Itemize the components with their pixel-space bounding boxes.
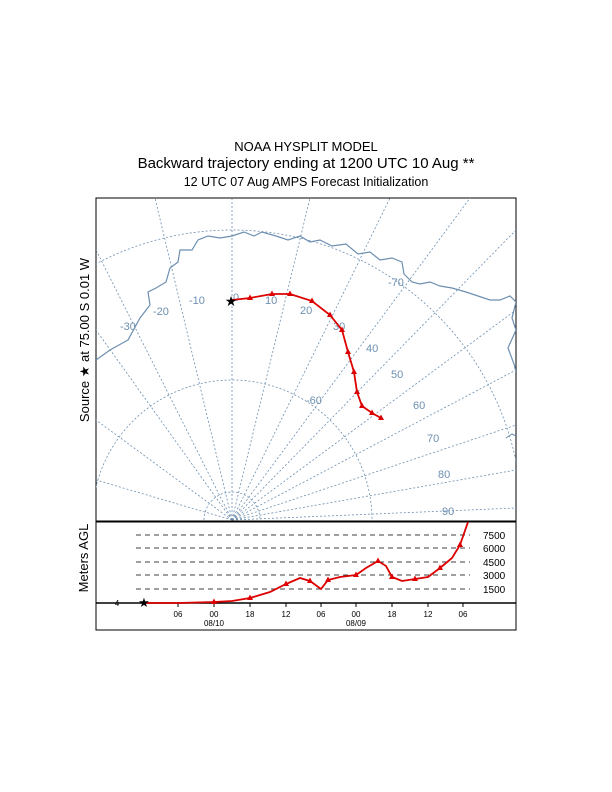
lat-label: 80	[438, 469, 450, 481]
map-degree-labels: -30 -20 -10 0 10 20 30 -70 40 50 -60 60 …	[120, 277, 454, 518]
source-star-icon: ★	[138, 595, 150, 610]
trajectory-marker	[351, 368, 357, 374]
height-level-label: 4500	[483, 558, 506, 569]
time-tick-label: 06	[459, 610, 468, 619]
trajectory-marker	[437, 564, 443, 570]
trajectory-marker	[345, 348, 351, 354]
trajectory-marker	[283, 580, 289, 586]
lat-label: 70	[427, 433, 439, 445]
height-reference-lines	[136, 534, 470, 590]
lat-label: -70	[388, 277, 404, 289]
date-label: 08/10	[204, 619, 225, 628]
lon-label: -10	[189, 295, 205, 307]
trajectory-marker	[325, 576, 331, 582]
plot-subtitle: 12 UTC 07 Aug AMPS Forecast Initializati…	[183, 175, 429, 189]
lon-label: 0	[233, 292, 239, 304]
map-frame	[95, 197, 517, 522]
height-panel-frame	[95, 521, 517, 631]
lon-label: 20	[300, 305, 312, 317]
height-level-label: 3000	[483, 571, 506, 582]
trajectory-marker	[327, 311, 333, 317]
trajectory-marker	[339, 326, 345, 332]
lon-label: -30	[120, 321, 136, 333]
height-level-labels: 7500 6000 4500 3000 1500	[483, 531, 506, 596]
time-ticks	[177, 603, 464, 607]
time-tick-label: 00	[210, 610, 219, 619]
start-tick-label: 4	[115, 599, 120, 608]
height-level-label: 6000	[483, 544, 506, 555]
lat-label: 40	[366, 343, 378, 355]
trajectory-marker	[375, 557, 381, 563]
trajectory-marker	[211, 598, 217, 604]
lat-label: 60	[413, 400, 425, 412]
trajectory-marker	[307, 577, 313, 583]
time-tick-label: 18	[246, 610, 255, 619]
lat-label: -60	[306, 395, 322, 407]
trajectory-marker	[353, 571, 359, 577]
time-tick-label: 00	[352, 610, 361, 619]
time-tick-label: 12	[282, 610, 291, 619]
lat-label: 50	[391, 369, 403, 381]
latitude-grid	[96, 229, 516, 521]
trajectory-marker	[247, 594, 253, 600]
time-tick-label: 18	[388, 610, 397, 619]
time-tick-label: 12	[424, 610, 433, 619]
height-level-label: 7500	[483, 531, 506, 542]
source-location-label: Source ★ at 75.00 S 0.01 W	[77, 257, 92, 422]
lon-label: -20	[153, 306, 169, 318]
meridian-grid	[96, 198, 516, 521]
time-tick-label: 06	[317, 610, 326, 619]
plot-title: Backward trajectory ending at 1200 UTC 1…	[137, 155, 475, 172]
trajectory-marker	[247, 294, 253, 300]
lon-label: 10	[265, 295, 277, 307]
height-level-label: 1500	[483, 585, 506, 596]
lat-label: 90	[442, 506, 454, 518]
time-tick-label: 06	[174, 610, 183, 619]
model-name: NOAA HYSPLIT MODEL	[234, 139, 378, 154]
date-label: 08/09	[346, 619, 367, 628]
trajectory-marker	[309, 297, 315, 303]
source-star-icon: ★	[225, 293, 238, 309]
trajectory-marker	[369, 409, 375, 415]
height-trajectory-path	[143, 522, 469, 604]
trajectory-marker	[354, 388, 360, 394]
trajectory-marker	[359, 402, 365, 408]
trajectory-marker	[378, 414, 384, 420]
trajectory-marker	[457, 541, 463, 547]
time-tick-labels: 06 00 18 12 06 00 18 12 06 08/10 08/09 4	[115, 599, 468, 628]
trajectory-marker	[269, 290, 275, 296]
height-trajectory	[143, 522, 469, 604]
map-trajectory: ★	[225, 290, 384, 420]
trajectory-marker	[287, 290, 293, 296]
coastline	[96, 231, 516, 373]
coastline-island	[505, 433, 516, 439]
trajectory-marker	[412, 575, 418, 581]
trajectory-marker	[389, 573, 395, 579]
height-axis-label: Meters AGL	[76, 524, 91, 593]
